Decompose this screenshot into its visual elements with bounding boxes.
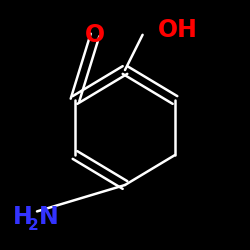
Text: N: N: [39, 206, 58, 230]
Text: O: O: [85, 23, 105, 47]
Text: 2: 2: [28, 218, 38, 232]
Text: OH: OH: [158, 18, 198, 42]
Text: H: H: [12, 206, 32, 230]
